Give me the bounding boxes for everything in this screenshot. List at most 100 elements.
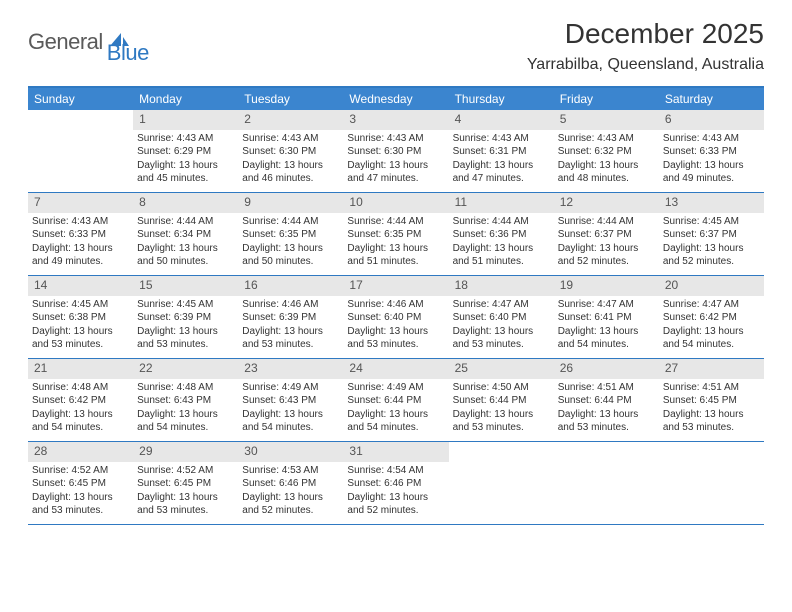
day-number: 21 <box>28 359 133 379</box>
day-number: 4 <box>449 110 554 130</box>
day-cell: 19Sunrise: 4:47 AMSunset: 6:41 PMDayligh… <box>554 276 659 358</box>
day-details: Sunrise: 4:46 AMSunset: 6:39 PMDaylight:… <box>238 296 343 356</box>
day-number: 16 <box>238 276 343 296</box>
day-cell: 25Sunrise: 4:50 AMSunset: 6:44 PMDayligh… <box>449 359 554 441</box>
day-cell: 5Sunrise: 4:43 AMSunset: 6:32 PMDaylight… <box>554 110 659 192</box>
weekday-header: Saturday <box>659 88 764 110</box>
week-row: 1Sunrise: 4:43 AMSunset: 6:29 PMDaylight… <box>28 110 764 193</box>
day-cell: 2Sunrise: 4:43 AMSunset: 6:30 PMDaylight… <box>238 110 343 192</box>
day-number <box>659 442 764 446</box>
day-number: 30 <box>238 442 343 462</box>
weekday-header: Thursday <box>449 88 554 110</box>
day-cell <box>449 442 554 524</box>
day-cell: 31Sunrise: 4:54 AMSunset: 6:46 PMDayligh… <box>343 442 448 524</box>
day-details: Sunrise: 4:52 AMSunset: 6:45 PMDaylight:… <box>28 462 133 522</box>
day-details: Sunrise: 4:51 AMSunset: 6:45 PMDaylight:… <box>659 379 764 439</box>
day-details: Sunrise: 4:43 AMSunset: 6:32 PMDaylight:… <box>554 130 659 190</box>
day-cell: 7Sunrise: 4:43 AMSunset: 6:33 PMDaylight… <box>28 193 133 275</box>
page-title: December 2025 <box>527 18 764 50</box>
day-details: Sunrise: 4:54 AMSunset: 6:46 PMDaylight:… <box>343 462 448 522</box>
location-text: Yarrabilba, Queensland, Australia <box>527 56 764 74</box>
day-details: Sunrise: 4:45 AMSunset: 6:38 PMDaylight:… <box>28 296 133 356</box>
day-cell: 4Sunrise: 4:43 AMSunset: 6:31 PMDaylight… <box>449 110 554 192</box>
day-number: 17 <box>343 276 448 296</box>
day-number <box>28 110 133 114</box>
day-details: Sunrise: 4:44 AMSunset: 6:35 PMDaylight:… <box>238 213 343 273</box>
day-number: 5 <box>554 110 659 130</box>
day-details: Sunrise: 4:47 AMSunset: 6:40 PMDaylight:… <box>449 296 554 356</box>
header: General Blue December 2025 Yarrabilba, Q… <box>0 0 792 78</box>
day-number: 13 <box>659 193 764 213</box>
day-number: 23 <box>238 359 343 379</box>
day-cell: 15Sunrise: 4:45 AMSunset: 6:39 PMDayligh… <box>133 276 238 358</box>
day-cell: 9Sunrise: 4:44 AMSunset: 6:35 PMDaylight… <box>238 193 343 275</box>
logo-text-blue: Blue <box>107 40 149 66</box>
day-number: 24 <box>343 359 448 379</box>
day-number: 31 <box>343 442 448 462</box>
title-block: December 2025 Yarrabilba, Queensland, Au… <box>527 18 764 74</box>
day-details: Sunrise: 4:48 AMSunset: 6:43 PMDaylight:… <box>133 379 238 439</box>
day-cell: 8Sunrise: 4:44 AMSunset: 6:34 PMDaylight… <box>133 193 238 275</box>
day-cell: 16Sunrise: 4:46 AMSunset: 6:39 PMDayligh… <box>238 276 343 358</box>
day-details: Sunrise: 4:43 AMSunset: 6:30 PMDaylight:… <box>238 130 343 190</box>
day-cell: 11Sunrise: 4:44 AMSunset: 6:36 PMDayligh… <box>449 193 554 275</box>
day-cell: 1Sunrise: 4:43 AMSunset: 6:29 PMDaylight… <box>133 110 238 192</box>
day-cell: 6Sunrise: 4:43 AMSunset: 6:33 PMDaylight… <box>659 110 764 192</box>
weekday-header: Sunday <box>28 88 133 110</box>
day-cell: 27Sunrise: 4:51 AMSunset: 6:45 PMDayligh… <box>659 359 764 441</box>
day-cell: 21Sunrise: 4:48 AMSunset: 6:42 PMDayligh… <box>28 359 133 441</box>
day-number: 28 <box>28 442 133 462</box>
day-number: 12 <box>554 193 659 213</box>
day-details: Sunrise: 4:53 AMSunset: 6:46 PMDaylight:… <box>238 462 343 522</box>
weekday-header: Wednesday <box>343 88 448 110</box>
day-number: 9 <box>238 193 343 213</box>
day-details: Sunrise: 4:50 AMSunset: 6:44 PMDaylight:… <box>449 379 554 439</box>
day-cell: 3Sunrise: 4:43 AMSunset: 6:30 PMDaylight… <box>343 110 448 192</box>
day-number: 11 <box>449 193 554 213</box>
day-cell: 10Sunrise: 4:44 AMSunset: 6:35 PMDayligh… <box>343 193 448 275</box>
day-details: Sunrise: 4:44 AMSunset: 6:34 PMDaylight:… <box>133 213 238 273</box>
day-details: Sunrise: 4:44 AMSunset: 6:35 PMDaylight:… <box>343 213 448 273</box>
day-number <box>554 442 659 446</box>
day-number: 1 <box>133 110 238 130</box>
day-cell <box>28 110 133 192</box>
day-cell: 23Sunrise: 4:49 AMSunset: 6:43 PMDayligh… <box>238 359 343 441</box>
day-details: Sunrise: 4:46 AMSunset: 6:40 PMDaylight:… <box>343 296 448 356</box>
week-row: 14Sunrise: 4:45 AMSunset: 6:38 PMDayligh… <box>28 276 764 359</box>
day-details: Sunrise: 4:43 AMSunset: 6:33 PMDaylight:… <box>659 130 764 190</box>
day-number: 10 <box>343 193 448 213</box>
day-cell: 12Sunrise: 4:44 AMSunset: 6:37 PMDayligh… <box>554 193 659 275</box>
day-cell: 22Sunrise: 4:48 AMSunset: 6:43 PMDayligh… <box>133 359 238 441</box>
day-cell: 20Sunrise: 4:47 AMSunset: 6:42 PMDayligh… <box>659 276 764 358</box>
day-number: 22 <box>133 359 238 379</box>
day-cell: 28Sunrise: 4:52 AMSunset: 6:45 PMDayligh… <box>28 442 133 524</box>
day-cell: 24Sunrise: 4:49 AMSunset: 6:44 PMDayligh… <box>343 359 448 441</box>
weekday-header: Monday <box>133 88 238 110</box>
day-number <box>449 442 554 446</box>
logo: General Blue <box>28 18 149 66</box>
day-details: Sunrise: 4:47 AMSunset: 6:41 PMDaylight:… <box>554 296 659 356</box>
week-row: 7Sunrise: 4:43 AMSunset: 6:33 PMDaylight… <box>28 193 764 276</box>
day-details: Sunrise: 4:44 AMSunset: 6:37 PMDaylight:… <box>554 213 659 273</box>
day-number: 7 <box>28 193 133 213</box>
day-number: 20 <box>659 276 764 296</box>
logo-text-general: General <box>28 29 103 55</box>
calendar: SundayMondayTuesdayWednesdayThursdayFrid… <box>28 86 764 525</box>
day-number: 15 <box>133 276 238 296</box>
day-number: 19 <box>554 276 659 296</box>
day-details: Sunrise: 4:43 AMSunset: 6:33 PMDaylight:… <box>28 213 133 273</box>
day-details: Sunrise: 4:49 AMSunset: 6:43 PMDaylight:… <box>238 379 343 439</box>
day-number: 25 <box>449 359 554 379</box>
day-cell: 26Sunrise: 4:51 AMSunset: 6:44 PMDayligh… <box>554 359 659 441</box>
week-row: 21Sunrise: 4:48 AMSunset: 6:42 PMDayligh… <box>28 359 764 442</box>
day-cell: 13Sunrise: 4:45 AMSunset: 6:37 PMDayligh… <box>659 193 764 275</box>
day-details: Sunrise: 4:43 AMSunset: 6:29 PMDaylight:… <box>133 130 238 190</box>
day-details: Sunrise: 4:43 AMSunset: 6:31 PMDaylight:… <box>449 130 554 190</box>
day-details: Sunrise: 4:47 AMSunset: 6:42 PMDaylight:… <box>659 296 764 356</box>
day-details: Sunrise: 4:45 AMSunset: 6:37 PMDaylight:… <box>659 213 764 273</box>
day-details: Sunrise: 4:51 AMSunset: 6:44 PMDaylight:… <box>554 379 659 439</box>
week-row: 28Sunrise: 4:52 AMSunset: 6:45 PMDayligh… <box>28 442 764 525</box>
weekday-header: Friday <box>554 88 659 110</box>
day-number: 29 <box>133 442 238 462</box>
day-cell: 18Sunrise: 4:47 AMSunset: 6:40 PMDayligh… <box>449 276 554 358</box>
